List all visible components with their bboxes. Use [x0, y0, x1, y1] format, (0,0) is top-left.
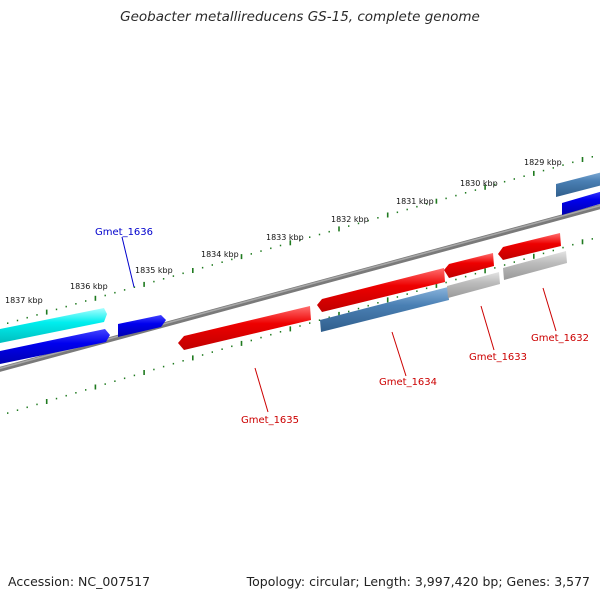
- gene-gmet-1635[interactable]: [178, 306, 311, 350]
- label-gmet-1634[interactable]: Gmet_1634: [379, 377, 437, 388]
- label-gmet-1632[interactable]: Gmet_1632: [531, 333, 589, 344]
- inner-ruler-ticks: [6, 238, 593, 414]
- gene-gmet-1634[interactable]: [317, 268, 445, 312]
- ruler-label-1834: 1834 kbp: [201, 250, 239, 259]
- gene-gmet-1633[interactable]: [444, 253, 494, 278]
- gene-gmet-1633-rna[interactable]: [447, 272, 500, 298]
- ruler-label-1836: 1836 kbp: [70, 282, 108, 291]
- ruler-label-1832: 1832 kbp: [331, 215, 369, 224]
- gene-gmet-1632[interactable]: [498, 233, 561, 260]
- leader-gmet-1636: [121, 236, 135, 288]
- genome-summary-text: Topology: circular; Length: 3,997,420 bp…: [246, 574, 590, 589]
- gene-gmet-1632-rna[interactable]: [503, 251, 567, 280]
- ruler-label-1835: 1835 kbp: [135, 266, 173, 275]
- gene-cyan-left[interactable]: [0, 308, 107, 344]
- accession-text: Accession: NC_007517: [8, 574, 151, 589]
- leader-gmet-1633: [480, 305, 495, 351]
- label-gmet-1636[interactable]: Gmet_1636: [95, 227, 153, 238]
- ruler-label-1829: 1829 kbp: [524, 158, 562, 167]
- gene-gmet-1634-rna[interactable]: [320, 287, 449, 332]
- gene-gmet-1636[interactable]: [118, 315, 166, 337]
- outer-ruler-ticks: [6, 156, 593, 324]
- ruler-label-1831: 1831 kbp: [396, 197, 434, 206]
- ruler-label-1830: 1830 kbp: [460, 179, 498, 188]
- genome-backbone: [0, 204, 600, 372]
- gene-blue-right-top[interactable]: [556, 170, 600, 197]
- label-gmet-1633[interactable]: Gmet_1633: [469, 352, 527, 363]
- gene-blue-left[interactable]: [0, 329, 110, 365]
- map-title: Geobacter metallireducens GS-15, complet…: [120, 9, 480, 25]
- leader-gmet-1632: [542, 287, 557, 332]
- gene-blue-right[interactable]: [562, 189, 600, 215]
- leader-gmet-1634: [391, 331, 407, 377]
- label-gmet-1635[interactable]: Gmet_1635: [241, 415, 299, 426]
- ruler-label-1833: 1833 kbp: [266, 233, 304, 242]
- ruler-label-1837: 1837 kbp: [5, 296, 43, 305]
- leader-gmet-1635: [254, 367, 269, 413]
